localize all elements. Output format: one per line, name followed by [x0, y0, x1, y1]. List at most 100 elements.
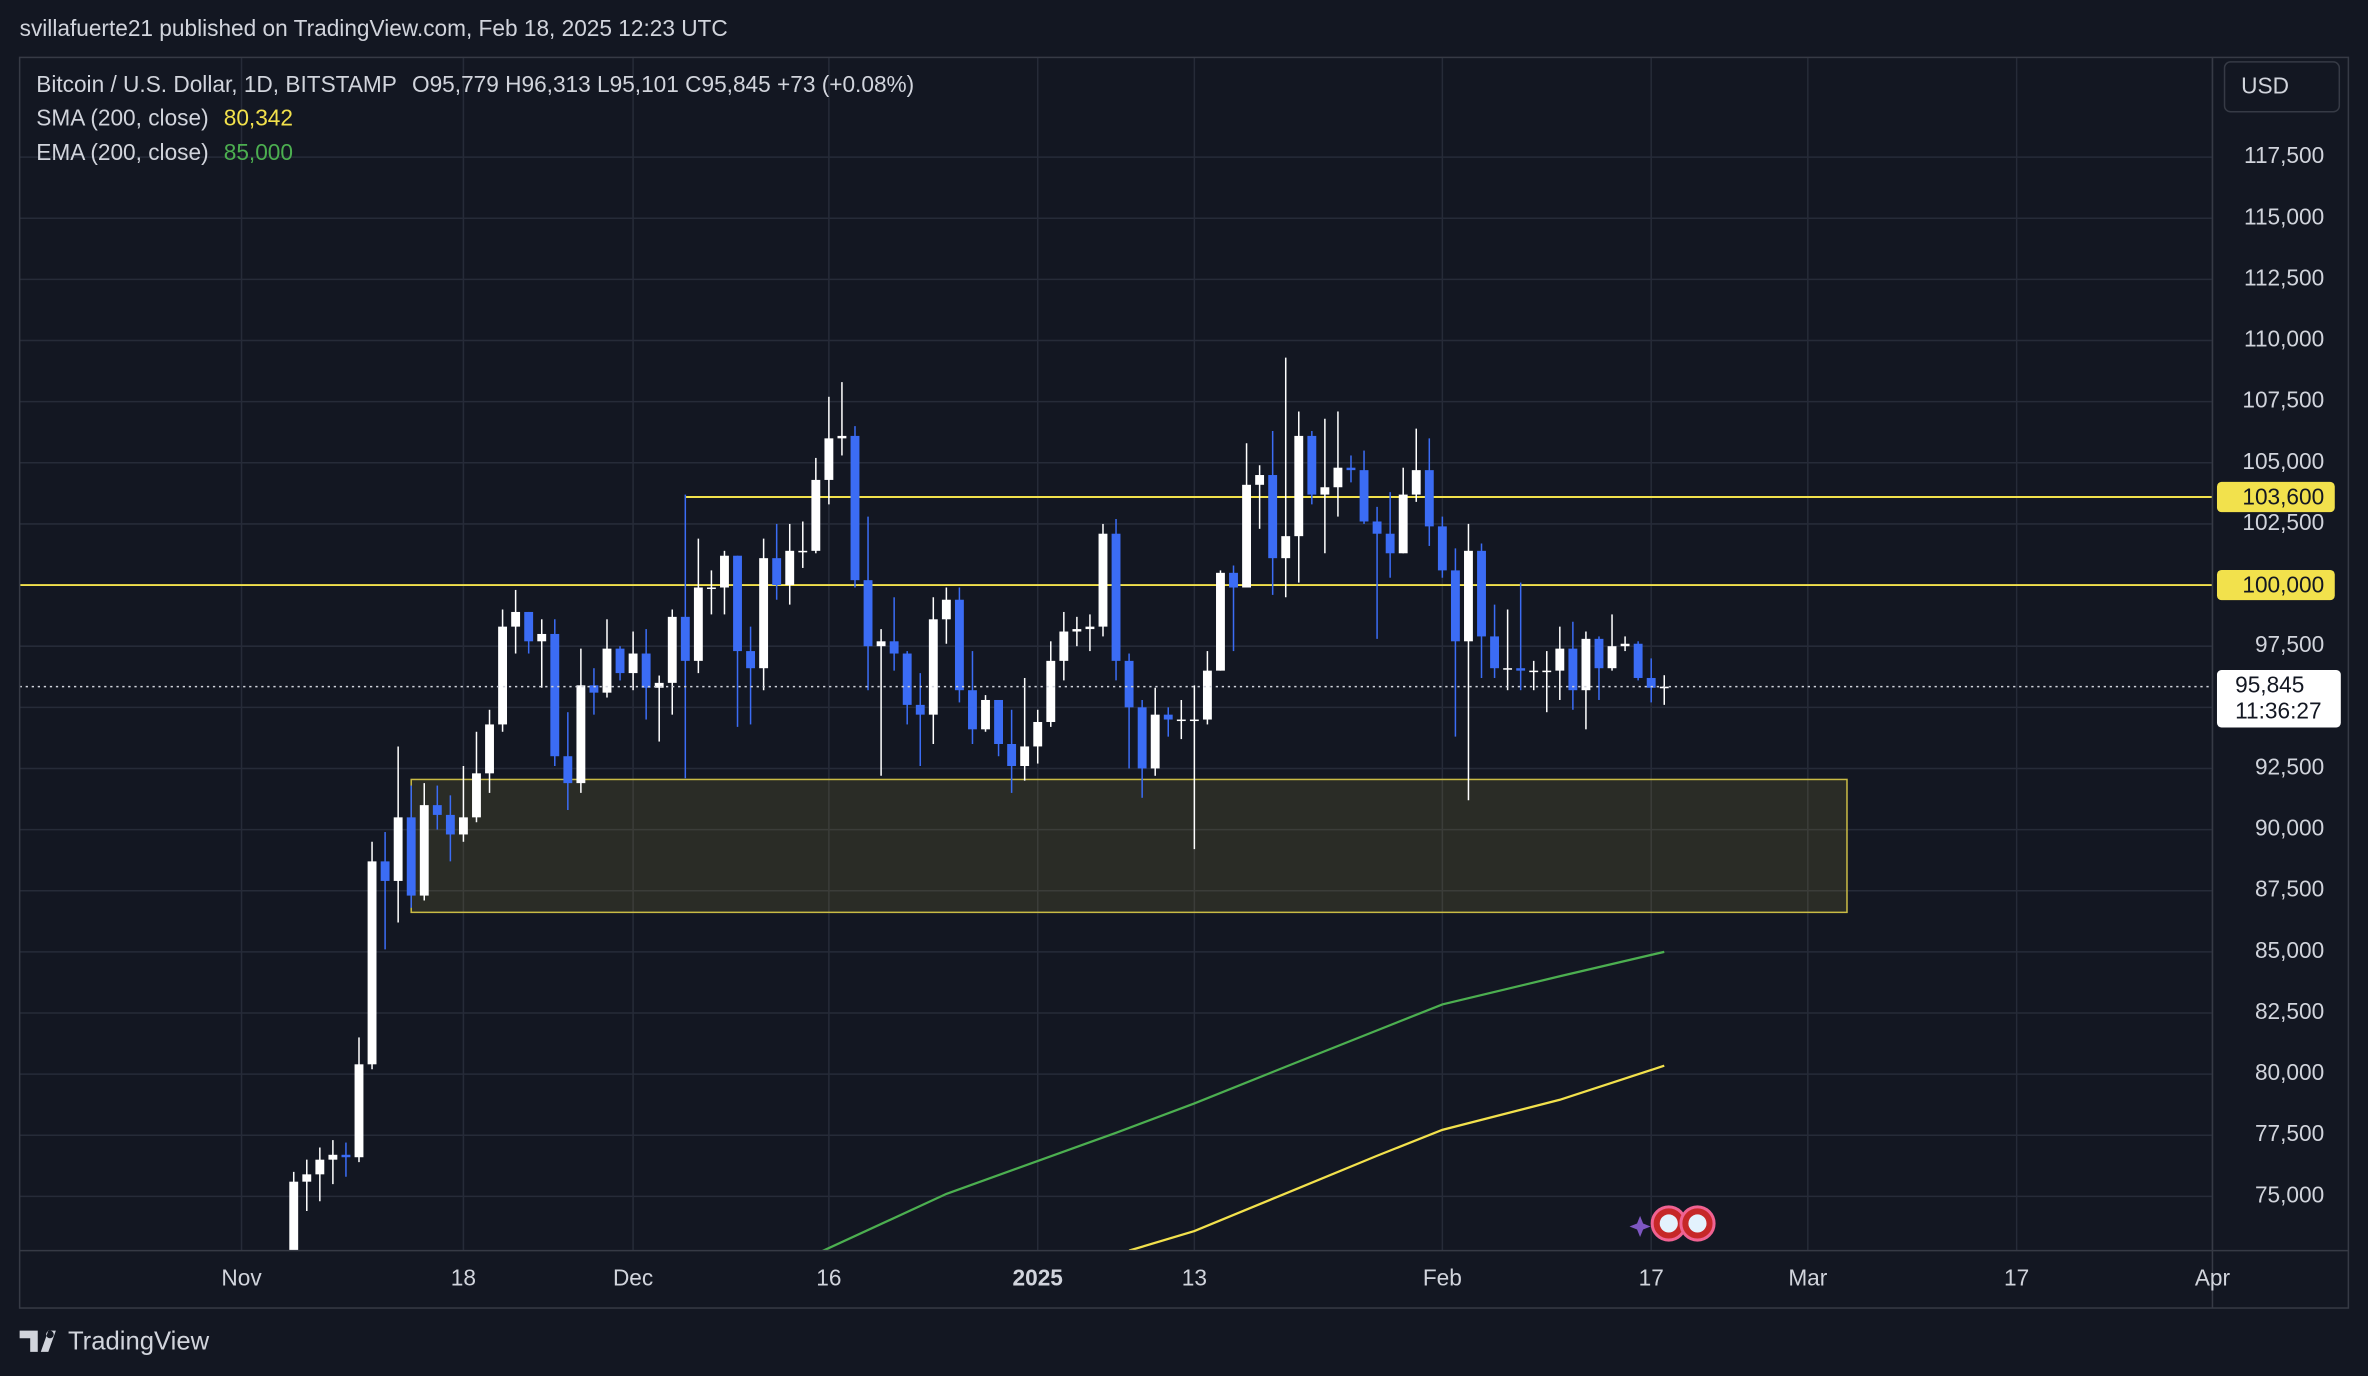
indicator-line [1128, 1064, 1665, 1251]
candle-body [1542, 670, 1552, 673]
candle-body [1294, 435, 1304, 537]
x-tick-label: 17 [2004, 1264, 2029, 1290]
indicator-legend: EMA (200, close) 85,000 [36, 139, 293, 165]
x-tick-label: Dec [613, 1264, 653, 1290]
level-label-box [2216, 481, 2335, 513]
candle-body [289, 1181, 299, 1251]
candle-body [1620, 643, 1630, 647]
candle-body [576, 685, 586, 784]
candle-body [1646, 677, 1656, 688]
candle-body [1633, 643, 1643, 678]
candle-body [1372, 521, 1382, 534]
indicator-legend: SMA (200, close) 80,342 [36, 104, 293, 130]
symbol: Bitcoin / U.S. Dollar, 1D, BITSTAMP [36, 71, 397, 97]
candle-body [1020, 746, 1030, 767]
candle-body [472, 773, 481, 818]
candle-body [1411, 470, 1421, 495]
candle-body [1529, 670, 1539, 673]
candle-body [1346, 467, 1356, 471]
indicator-name: SMA (200, close) [36, 104, 208, 130]
currency-label[interactable]: USD [2241, 73, 2289, 99]
candle-body [1242, 484, 1252, 588]
level-label-box [2216, 569, 2335, 601]
candle-body [641, 653, 651, 688]
candle-body [654, 682, 664, 688]
candle-body [1137, 707, 1147, 769]
candle-body [837, 435, 847, 439]
symbol-title: Bitcoin / U.S. Dollar, 1D, BITSTAMP O95,7… [36, 71, 914, 97]
chart-frame [18, 56, 2350, 1309]
candle-body [915, 704, 925, 715]
candle-body [1255, 475, 1265, 485]
candle-body [1424, 470, 1434, 527]
candle-body [1059, 631, 1069, 661]
y-tick-label: 107,500 [2242, 387, 2324, 413]
candle-body [1189, 719, 1199, 722]
candle-body [1072, 629, 1082, 632]
candle-body [367, 861, 377, 1065]
indicator-name: EMA (200, close) [36, 139, 208, 165]
axes: 75,000 77,500 80,000 82,500 85,000 87,500 90,0… [221, 142, 2341, 1290]
flag-inner [1659, 1214, 1678, 1233]
last-price-label: 95,845 [2235, 672, 2304, 698]
candle-body [550, 633, 560, 757]
candle-body [902, 653, 912, 705]
x-tick-label: Nov [221, 1264, 262, 1290]
candle-body [485, 724, 494, 774]
candle-body [1111, 533, 1121, 661]
candle-body [680, 616, 690, 661]
y-tick-label: 117,500 [2244, 142, 2324, 168]
candle-body [850, 435, 860, 581]
y-tick-label: 77,500 [2255, 1120, 2324, 1146]
candle-body [380, 861, 390, 881]
candle-body [1385, 533, 1395, 554]
candle-body [419, 805, 429, 896]
indicator-value: 80,342 [224, 104, 293, 130]
level-label: 103,600 [2242, 484, 2324, 510]
candle-body [354, 1064, 364, 1158]
candle-body [981, 699, 990, 730]
last-price-box [2216, 670, 2341, 728]
candle-body [876, 641, 886, 647]
candle-body [954, 599, 964, 691]
y-tick-label: 110,000 [2244, 326, 2324, 352]
publisher-line: svillafuerte21 published on TradingView.… [20, 15, 728, 41]
y-tick-label: 75,000 [2255, 1181, 2324, 1207]
candle-body [1464, 550, 1473, 642]
x-tick-label: 2025 [1013, 1264, 1063, 1290]
candle-body [1268, 475, 1278, 559]
candle-body [1594, 638, 1604, 669]
candle-body [1333, 467, 1343, 488]
candle-body [341, 1154, 351, 1158]
brand: TradingView [19, 1328, 210, 1356]
candle-body [928, 619, 938, 715]
candle-body [1568, 648, 1578, 691]
currency-box[interactable] [2223, 61, 2341, 113]
candle-body [733, 555, 742, 652]
y-tick-label: 87,500 [2255, 876, 2324, 902]
candle-body [1555, 648, 1565, 671]
candle-body [615, 648, 625, 674]
event-icons [1629, 1205, 1716, 1242]
currency-button[interactable]: USD [2223, 61, 2341, 113]
candle-body [1516, 668, 1526, 671]
ohlc: O95,779 H96,313 L95,101 C95,845 +73 (+0.… [412, 71, 914, 97]
candle-body [1398, 494, 1408, 554]
candle-body [811, 479, 821, 551]
candle-body [445, 814, 455, 835]
candle-body [1229, 572, 1238, 588]
candle-body [1124, 660, 1134, 708]
x-tick-label: Mar [1788, 1264, 1827, 1290]
candle-body [720, 555, 729, 588]
candle-body [772, 558, 782, 586]
candle-body [1098, 533, 1108, 627]
candle-body [1503, 668, 1513, 670]
candle-body [498, 626, 508, 725]
x-tick-label: Apr [2195, 1264, 2231, 1290]
x-tick-label: 13 [1182, 1264, 1207, 1290]
plot-area [19, 357, 2213, 1251]
candle-body [1359, 470, 1369, 522]
candle-body [315, 1159, 325, 1175]
